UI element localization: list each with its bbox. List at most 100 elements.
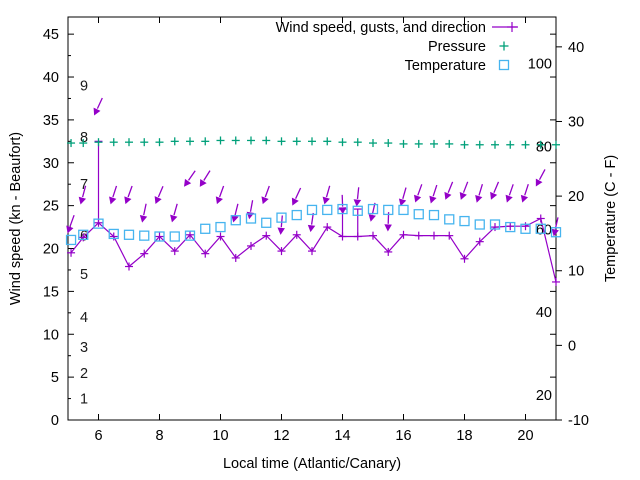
y-tick-label: 25 bbox=[43, 199, 59, 215]
wind-direction-arrow bbox=[322, 185, 331, 205]
x-tick-label: 20 bbox=[517, 428, 533, 444]
temperature-marker bbox=[215, 221, 226, 233]
beaufort-label: 1 bbox=[80, 392, 88, 408]
y2-axis-title: Temperature (C - F) bbox=[603, 155, 619, 282]
temperature-marker bbox=[413, 209, 424, 220]
y2-tick-label-c: 40 bbox=[568, 40, 584, 56]
y-axis-title: Wind speed (kn - Beaufort) bbox=[8, 132, 24, 305]
legend-label-2: Temperature bbox=[405, 58, 486, 74]
wind-direction-arrow bbox=[93, 97, 103, 116]
y2-tick-label-c: 30 bbox=[568, 114, 584, 130]
temperature-marker bbox=[65, 234, 77, 246]
y2-tick-label-c: 10 bbox=[568, 264, 584, 280]
wind-direction-arrow bbox=[429, 184, 438, 204]
y2-tick-label-f: 20 bbox=[536, 388, 552, 404]
y2-tick-label-f: 80 bbox=[536, 139, 552, 155]
x-tick-label: 14 bbox=[334, 428, 350, 444]
temperature-marker bbox=[474, 219, 485, 230]
wind-direction-arrow bbox=[353, 187, 362, 207]
y-tick-label: 40 bbox=[43, 70, 59, 86]
temperature-marker bbox=[154, 231, 165, 242]
wind-direction-arrow bbox=[231, 203, 239, 223]
wind-direction-arrow bbox=[124, 185, 133, 205]
wind-direction-arrow bbox=[520, 183, 529, 203]
wind-direction-arrow bbox=[109, 185, 118, 205]
temperature-marker bbox=[428, 209, 440, 221]
x-tick-label: 16 bbox=[395, 428, 411, 444]
wind-direction-arrow bbox=[551, 217, 559, 237]
temperature-marker bbox=[93, 218, 104, 229]
legend-sample-2 bbox=[498, 59, 510, 71]
y2-tick-label-c: -10 bbox=[568, 413, 589, 429]
wind-direction-arrow bbox=[535, 169, 546, 187]
x-tick-label: 10 bbox=[212, 428, 228, 444]
wind-direction-arrow bbox=[170, 203, 178, 223]
wind-direction-arrow bbox=[307, 212, 316, 233]
wind-direction-arrow bbox=[490, 181, 500, 200]
temperature-marker bbox=[78, 229, 89, 240]
beaufort-label: 3 bbox=[80, 340, 88, 356]
y-tick-label: 0 bbox=[51, 413, 59, 429]
temperature-marker bbox=[459, 215, 470, 227]
wind-direction-arrow bbox=[261, 185, 270, 205]
y-tick-label: 35 bbox=[43, 113, 59, 129]
wind-direction-arrow bbox=[139, 203, 148, 223]
wind-direction-arrow bbox=[184, 170, 196, 187]
x-tick-label: 12 bbox=[273, 428, 289, 444]
legend-label-0: Wind speed, gusts, and direction bbox=[276, 20, 486, 36]
beaufort-label: 9 bbox=[80, 79, 88, 95]
beaufort-label: 2 bbox=[80, 366, 88, 382]
wind-direction-arrow bbox=[368, 202, 376, 222]
wind-direction-arrow bbox=[398, 187, 407, 207]
wind-direction-arrow bbox=[277, 215, 285, 235]
x-axis-title: Local time (Atlantic/Canary) bbox=[223, 456, 401, 472]
wind-direction-arrow bbox=[338, 194, 347, 215]
temperature-marker bbox=[352, 205, 363, 216]
temperature-marker bbox=[261, 217, 272, 228]
y2-tick-label-c: 0 bbox=[568, 338, 576, 354]
wind-direction-arrow bbox=[505, 184, 514, 203]
x-tick-label: 8 bbox=[155, 428, 163, 444]
wind-direction-arrow bbox=[475, 184, 484, 203]
temperature-marker bbox=[276, 212, 287, 223]
beaufort-label: 4 bbox=[80, 310, 88, 326]
temperature-marker bbox=[444, 214, 455, 225]
y-tick-label: 10 bbox=[43, 327, 59, 343]
y-tick-label: 45 bbox=[43, 27, 59, 43]
wind-direction-arrow bbox=[154, 185, 164, 205]
wind-direction-arrow bbox=[215, 185, 225, 205]
plot-frame bbox=[67, 16, 557, 421]
temperature-marker bbox=[383, 204, 394, 216]
wind-direction-arrow bbox=[413, 184, 423, 203]
y-tick-label: 30 bbox=[43, 156, 59, 172]
wind-direction-arrow bbox=[459, 181, 469, 200]
temperature-marker bbox=[291, 209, 302, 221]
wind-direction-arrow bbox=[199, 170, 211, 187]
temperature-marker bbox=[489, 219, 501, 230]
temperature-marker bbox=[123, 229, 135, 240]
wind-direction-arrow bbox=[78, 185, 87, 205]
temperature-marker bbox=[398, 204, 409, 216]
wind-direction-arrow bbox=[444, 181, 454, 200]
beaufort-label: 7 bbox=[80, 177, 88, 193]
wind-direction-arrow bbox=[291, 187, 302, 206]
temperature-marker bbox=[367, 203, 379, 215]
legend-label-1: Pressure bbox=[428, 39, 486, 55]
temperature-marker bbox=[184, 230, 196, 241]
temperature-marker bbox=[505, 221, 516, 233]
temperature-marker bbox=[200, 223, 211, 234]
y-tick-label: 20 bbox=[43, 242, 59, 258]
wind-direction-arrow bbox=[246, 200, 255, 220]
y2-tick-label-f: 100 bbox=[528, 56, 552, 72]
y-tick-label: 5 bbox=[51, 370, 59, 386]
temperature-marker bbox=[306, 204, 318, 216]
temperature-marker bbox=[550, 227, 562, 238]
y-tick-label: 15 bbox=[43, 284, 59, 300]
beaufort-label: 5 bbox=[80, 267, 88, 283]
temperature-marker bbox=[230, 215, 241, 226]
temperature-marker bbox=[245, 213, 257, 224]
temperature-marker bbox=[520, 223, 531, 234]
x-tick-label: 6 bbox=[94, 428, 102, 444]
y2-tick-label-f: 40 bbox=[536, 305, 552, 321]
